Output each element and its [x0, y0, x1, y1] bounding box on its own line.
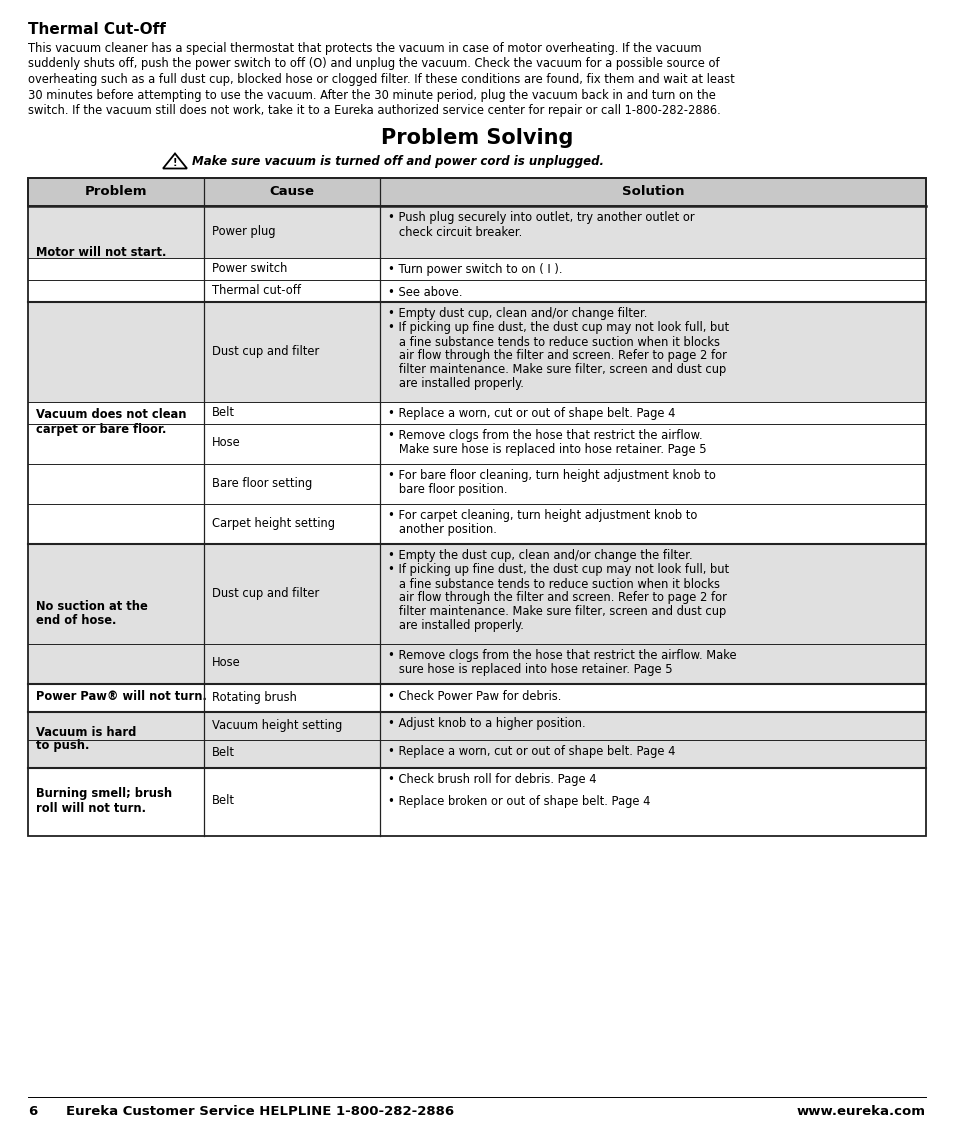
Text: • If picking up fine dust, the dust cup may not look full, but: • If picking up fine dust, the dust cup …	[388, 564, 728, 576]
Text: Vacuum height setting: Vacuum height setting	[212, 719, 342, 731]
Text: bare floor position.: bare floor position.	[388, 484, 507, 496]
Bar	[28, 644, 925, 684]
Text: sure hose is replaced into hose retainer. Page 5: sure hose is replaced into hose retainer…	[388, 664, 672, 676]
Text: • Push plug securely into outlet, try another outlet or: • Push plug securely into outlet, try an…	[388, 212, 694, 225]
Text: Problem Solving: Problem Solving	[380, 127, 573, 147]
Bar	[28, 504, 925, 543]
Text: Belt: Belt	[212, 747, 234, 759]
Text: are installed properly.: are installed properly.	[388, 620, 523, 632]
Text: overheating such as a full dust cup, blocked hose or clogged filter. If these co: overheating such as a full dust cup, blo…	[28, 73, 734, 86]
Text: Dust cup and filter: Dust cup and filter	[212, 344, 319, 358]
Text: Burning smell; brush: Burning smell; brush	[36, 788, 172, 801]
Text: 30 minutes before attempting to use the vacuum. After the 30 minute period, plug: 30 minutes before attempting to use the …	[28, 89, 715, 101]
Text: Power Paw® will not turn.: Power Paw® will not turn.	[36, 691, 207, 703]
Text: Solution: Solution	[621, 184, 683, 198]
Text: Vacuum does not clean: Vacuum does not clean	[36, 408, 186, 422]
Text: • Remove clogs from the hose that restrict the airflow. Make: • Remove clogs from the hose that restri…	[388, 649, 736, 663]
Text: • Check brush roll for debris. Page 4: • Check brush roll for debris. Page 4	[388, 774, 596, 786]
Text: Carpet height setting: Carpet height setting	[212, 516, 335, 530]
Text: • If picking up fine dust, the dust cup may not look full, but: • If picking up fine dust, the dust cup …	[388, 322, 728, 334]
Text: Belt: Belt	[212, 405, 234, 418]
Text: roll will not turn.: roll will not turn.	[36, 801, 146, 814]
Text: • See above.: • See above.	[388, 286, 462, 298]
Text: • Replace broken or out of shape belt. Page 4: • Replace broken or out of shape belt. P…	[388, 795, 650, 809]
Text: • Turn power switch to on ( I ).: • Turn power switch to on ( I ).	[388, 263, 562, 277]
Text: another position.: another position.	[388, 523, 497, 537]
Bar	[28, 711, 925, 739]
Text: No suction at the: No suction at the	[36, 600, 148, 612]
Bar	[28, 402, 925, 423]
Bar	[28, 423, 925, 464]
Text: Thermal Cut-Off: Thermal Cut-Off	[28, 22, 166, 37]
Text: filter maintenance. Make sure filter, screen and dust cup: filter maintenance. Make sure filter, sc…	[388, 363, 725, 377]
Text: air flow through the filter and screen. Refer to page 2 for: air flow through the filter and screen. …	[388, 350, 726, 362]
Text: a fine substance tends to reduce suction when it blocks: a fine substance tends to reduce suction…	[388, 577, 720, 591]
Text: • Empty dust cup, clean and/or change filter.: • Empty dust cup, clean and/or change fi…	[388, 307, 647, 321]
Bar	[28, 739, 925, 767]
Text: • Empty the dust cup, clean and/or change the filter.: • Empty the dust cup, clean and/or chang…	[388, 549, 692, 562]
Bar	[28, 178, 925, 206]
Text: Belt: Belt	[212, 794, 234, 808]
Text: • Adjust knob to a higher position.: • Adjust knob to a higher position.	[388, 718, 585, 730]
Text: Cause: Cause	[269, 184, 314, 198]
Text: Make sure vacuum is turned off and power cord is unplugged.: Make sure vacuum is turned off and power…	[192, 155, 603, 168]
Bar	[28, 178, 925, 206]
Text: filter maintenance. Make sure filter, screen and dust cup: filter maintenance. Make sure filter, sc…	[388, 605, 725, 619]
Bar	[28, 767, 925, 836]
Text: air flow through the filter and screen. Refer to page 2 for: air flow through the filter and screen. …	[388, 592, 726, 604]
Text: • Check Power Paw for debris.: • Check Power Paw for debris.	[388, 690, 560, 702]
Text: to push.: to push.	[36, 739, 90, 753]
Bar	[28, 206, 925, 258]
Text: are installed properly.: are installed properly.	[388, 378, 523, 390]
Text: end of hose.: end of hose.	[36, 613, 116, 627]
Text: This vacuum cleaner has a special thermostat that protects the vacuum in case of: This vacuum cleaner has a special thermo…	[28, 42, 700, 55]
Text: 6: 6	[28, 1105, 37, 1118]
Text: Bare floor setting: Bare floor setting	[212, 477, 312, 489]
Bar	[28, 178, 925, 836]
Text: Power switch: Power switch	[212, 261, 287, 274]
Text: Rotating brush: Rotating brush	[212, 691, 296, 703]
Text: • Replace a worn, cut or out of shape belt. Page 4: • Replace a worn, cut or out of shape be…	[388, 746, 675, 758]
Text: Vacuum is hard: Vacuum is hard	[36, 726, 136, 738]
Bar	[28, 464, 925, 504]
Bar	[28, 543, 925, 644]
Text: carpet or bare floor.: carpet or bare floor.	[36, 423, 166, 435]
Text: Problem: Problem	[85, 184, 147, 198]
Text: Power plug: Power plug	[212, 225, 275, 237]
Text: switch. If the vacuum still does not work, take it to a Eureka authorized servic: switch. If the vacuum still does not wor…	[28, 104, 720, 117]
Text: Dust cup and filter: Dust cup and filter	[212, 586, 319, 600]
Text: Thermal cut-off: Thermal cut-off	[212, 284, 301, 297]
Text: check circuit breaker.: check circuit breaker.	[388, 225, 521, 238]
Text: Make sure hose is replaced into hose retainer. Page 5: Make sure hose is replaced into hose ret…	[388, 443, 706, 457]
Bar	[28, 302, 925, 402]
Text: Hose: Hose	[212, 657, 240, 669]
Bar	[28, 279, 925, 302]
Text: Eureka Customer Service HELPLINE 1-800-282-2886: Eureka Customer Service HELPLINE 1-800-2…	[66, 1105, 454, 1118]
Text: Motor will not start.: Motor will not start.	[36, 246, 166, 260]
Text: • Replace a worn, cut or out of shape belt. Page 4: • Replace a worn, cut or out of shape be…	[388, 407, 675, 421]
Text: • For bare floor cleaning, turn height adjustment knob to: • For bare floor cleaning, turn height a…	[388, 469, 715, 483]
Bar	[28, 684, 925, 711]
Text: www.eureka.com: www.eureka.com	[796, 1105, 925, 1118]
Text: !: !	[172, 159, 177, 169]
Text: • Remove clogs from the hose that restrict the airflow.: • Remove clogs from the hose that restri…	[388, 430, 702, 442]
Text: suddenly shuts off, push the power switch to off (O) and unplug the vacuum. Chec: suddenly shuts off, push the power switc…	[28, 57, 719, 71]
Bar	[28, 258, 925, 279]
Text: a fine substance tends to reduce suction when it blocks: a fine substance tends to reduce suction…	[388, 335, 720, 349]
Text: • For carpet cleaning, turn height adjustment knob to: • For carpet cleaning, turn height adjus…	[388, 510, 697, 522]
Text: Hose: Hose	[212, 436, 240, 450]
